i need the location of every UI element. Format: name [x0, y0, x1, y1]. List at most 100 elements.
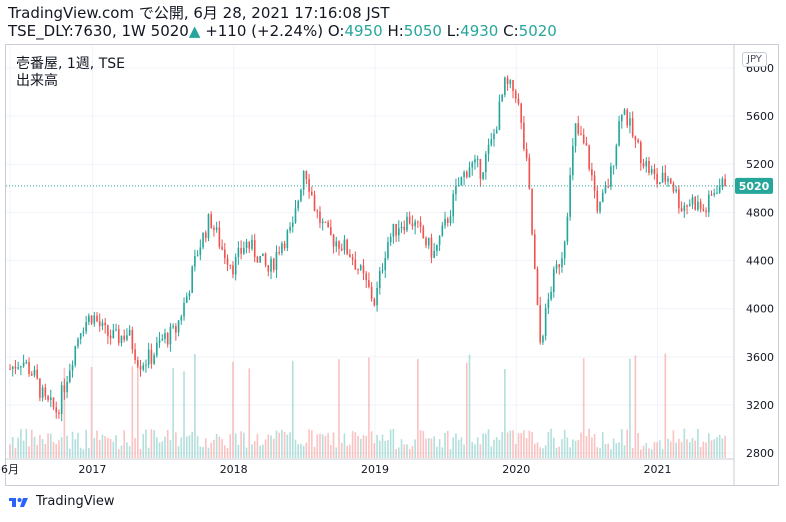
candle-body	[441, 225, 444, 237]
volume-bar	[414, 439, 416, 458]
candle-body	[425, 237, 427, 246]
candle-body	[631, 118, 634, 137]
candle-body	[240, 247, 242, 254]
candle-body	[550, 291, 552, 300]
candle-body	[392, 223, 395, 237]
time-tick-label: 2020	[502, 463, 530, 476]
candle-body	[245, 241, 248, 249]
footer-brand[interactable]: TradingView	[8, 494, 115, 509]
volume-bar	[376, 434, 378, 458]
candle-body	[264, 253, 267, 266]
volume-bar	[683, 428, 686, 458]
candle-body	[226, 258, 229, 265]
volume-bar	[626, 429, 629, 458]
volume-bar	[98, 439, 101, 458]
candle-body	[278, 251, 280, 253]
candle-body	[433, 250, 435, 258]
candle-body	[270, 258, 272, 272]
volume-bar	[319, 433, 321, 458]
volume-bar	[223, 445, 226, 458]
volume-bar	[593, 433, 596, 458]
volume-bar	[566, 437, 569, 458]
last-price: 5020	[150, 22, 189, 40]
volume-bar	[85, 429, 87, 458]
candle-body	[713, 193, 716, 195]
candle-body	[585, 143, 588, 146]
volume-bar	[373, 443, 376, 458]
close-label: C:	[503, 22, 519, 40]
volume-bar	[172, 368, 174, 458]
volume-bar	[207, 447, 210, 458]
volume-bar	[96, 430, 98, 458]
candle-body	[566, 216, 569, 242]
volume-bar	[69, 448, 71, 458]
candle-body	[661, 172, 664, 183]
candle-body	[267, 265, 270, 272]
volume-bar	[142, 434, 145, 458]
candle-body	[563, 241, 566, 259]
candle-body	[185, 296, 188, 303]
candle-body	[128, 330, 131, 336]
volume-bar	[669, 441, 672, 458]
volume-bar	[618, 442, 620, 458]
candle-body	[688, 204, 691, 206]
volume-bar	[161, 441, 164, 458]
volume-bar	[580, 432, 582, 458]
volume-bar	[180, 437, 183, 458]
candle-body	[705, 210, 707, 213]
currency-badge[interactable]: JPY	[742, 52, 767, 67]
volume-bar	[718, 434, 721, 458]
volume-bar	[55, 443, 58, 458]
volume-bar	[349, 444, 351, 458]
price-tick-label: 4000	[746, 303, 774, 316]
volume-bar	[153, 430, 155, 458]
candle-body	[259, 255, 261, 263]
volume-bar	[468, 354, 471, 458]
volume-bar	[591, 437, 593, 458]
candle-body	[591, 169, 593, 176]
candle-body	[210, 214, 213, 228]
candle-body	[672, 183, 675, 192]
candle-body	[85, 322, 87, 332]
volume-bar	[60, 437, 63, 458]
candle-body	[150, 349, 153, 364]
candle-body	[528, 157, 531, 189]
volume-bar	[691, 437, 694, 458]
candle-body	[109, 335, 112, 339]
candle-body	[509, 80, 512, 85]
candle-body	[131, 330, 134, 350]
volume-bar	[14, 447, 17, 458]
candle-body	[115, 329, 117, 331]
candle-body	[289, 226, 291, 231]
volume-bar	[74, 439, 77, 458]
candle-body	[90, 315, 93, 324]
candle-body	[161, 338, 164, 341]
candle-body	[253, 239, 256, 257]
candle-body	[77, 339, 79, 347]
volume-bar	[531, 432, 533, 458]
candle-body	[539, 305, 542, 343]
candle-body	[582, 134, 585, 144]
candle-body	[384, 257, 387, 271]
candle-body	[359, 265, 362, 270]
volume-bar	[101, 434, 104, 458]
volume-bar	[558, 446, 561, 458]
volume-bar	[310, 430, 313, 458]
candle-body	[332, 234, 335, 247]
chart-legend-title: 壱番屋, 1週, TSE	[16, 56, 125, 72]
volume-bar	[637, 433, 639, 458]
candle-body	[302, 171, 305, 190]
candle-body	[691, 197, 694, 205]
candle-body	[33, 369, 36, 376]
chart-frame	[5, 44, 779, 486]
volume-bar	[44, 443, 47, 458]
volume-bar	[648, 448, 650, 458]
candle-body	[569, 175, 571, 217]
volume-bar	[63, 367, 66, 458]
candle-body	[601, 192, 604, 203]
volume-bar	[264, 439, 267, 458]
candle-body	[297, 200, 300, 209]
volume-bar	[71, 431, 74, 458]
volume-bar	[267, 434, 270, 458]
